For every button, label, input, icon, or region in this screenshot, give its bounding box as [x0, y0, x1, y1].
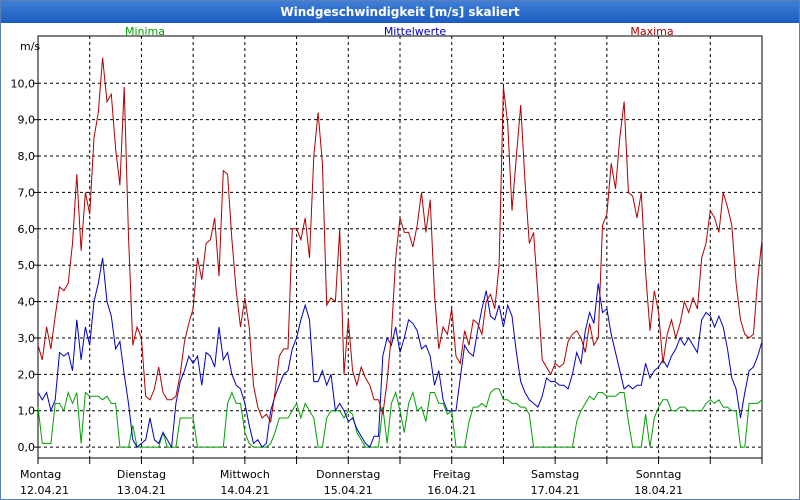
- series-group: [37, 57, 763, 449]
- x-tick-day: Mittwoch: [220, 468, 270, 481]
- y-tick-label: 1,0: [18, 405, 36, 418]
- x-tick-day: Freitag: [433, 468, 471, 481]
- y-tick-label: 9,0: [18, 114, 36, 127]
- y-tick-label: 5,0: [18, 259, 36, 272]
- y-tick-label: 10,0: [11, 77, 36, 90]
- y-tick-label: 6,0: [18, 223, 36, 236]
- y-tick-label: 7,0: [18, 186, 36, 199]
- series-line-mittelwerte: [37, 257, 763, 449]
- y-axis-ticks: 0,0 1,0 2,0 3,0 4,0 5,0 6,0 7,0 8,0 9,0 10,0: [11, 77, 38, 454]
- legend-entry-minima: Minima: [125, 25, 165, 38]
- y-tick-label: 2,0: [18, 368, 36, 381]
- x-tick-day: Dienstag: [117, 468, 166, 481]
- x-tick-day: Montag: [20, 468, 61, 481]
- x-tick-date: 15.04.21: [324, 484, 373, 497]
- x-tick-date: 14.04.21: [220, 484, 269, 497]
- x-tick-date: 18.04.21: [634, 484, 683, 497]
- y-tick-label: 0,0: [18, 441, 36, 454]
- x-tick-date: 16.04.21: [427, 484, 476, 497]
- legend: Minima Mittelwerte Maxima: [125, 25, 674, 38]
- grid: [38, 36, 762, 458]
- y-tick-label: 3,0: [18, 332, 36, 345]
- legend-entry-maxima: Maxima: [630, 25, 673, 38]
- x-tick-date: 12.04.21: [20, 484, 69, 497]
- x-axis-ticks: Montag 12.04.21 Dienstag 13.04.21 Mittwoch 14…: [20, 458, 763, 497]
- x-tick-day: Sonntag: [636, 468, 682, 481]
- x-tick-date: 17.04.21: [531, 484, 580, 497]
- y-tick-label: 8,0: [18, 150, 36, 163]
- x-tick-day: Samstag: [531, 468, 579, 481]
- series-line-minima: [37, 388, 763, 448]
- y-axis-label: m/s: [20, 40, 40, 53]
- legend-entry-mittelwerte: Mittelwerte: [384, 25, 447, 38]
- series-line-maxima: [37, 57, 763, 424]
- chart-title: Windgeschwindigkeit [m/s] skaliert: [1, 1, 799, 23]
- x-tick-day: Donnerstag: [316, 468, 380, 481]
- y-tick-label: 4,0: [18, 296, 36, 309]
- x-tick-date: 13.04.21: [117, 484, 166, 497]
